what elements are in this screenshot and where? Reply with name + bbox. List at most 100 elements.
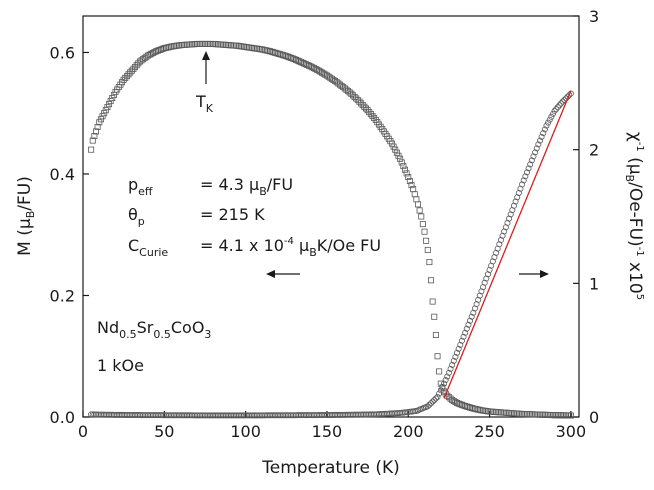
field-label: 1 kOe: [97, 356, 144, 375]
m-point: [497, 409, 504, 416]
m-point: [328, 75, 335, 82]
chi-point: [449, 361, 456, 368]
chi-point: [428, 400, 435, 407]
y-axis-right-title: χ-1 (μB/Oe-FU)-1 x105: [623, 132, 645, 300]
m-point: [525, 411, 532, 418]
m-point: [436, 368, 443, 375]
m-point: [120, 76, 127, 83]
series-magnetization: [88, 40, 574, 419]
m-point: [133, 62, 140, 69]
m-point: [193, 40, 200, 47]
theta-label: θp: [128, 205, 145, 228]
m-point: [93, 128, 100, 135]
m-point: [130, 65, 137, 72]
m-point: [491, 408, 498, 415]
x-tick-label: 300: [556, 422, 587, 441]
m-point: [411, 191, 418, 198]
chi-point: [528, 157, 535, 164]
chi-point: [468, 313, 475, 320]
right-axis-arrow: [519, 270, 549, 278]
chi-point: [442, 377, 449, 384]
m-point: [231, 42, 238, 49]
theta-value: = 215 K: [200, 205, 265, 224]
m-point: [496, 409, 503, 416]
m-point: [89, 137, 96, 144]
m-point: [493, 409, 500, 416]
m-point: [123, 73, 130, 80]
m-point: [501, 409, 508, 416]
chi-point: [525, 165, 532, 172]
m-point: [362, 105, 369, 112]
m-point: [102, 107, 109, 114]
axis-ticks: 0 50 100 150 200 250 300 0.0 0.2 0.4 0.6 0 1 2 3: [50, 7, 600, 441]
chi-point: [432, 395, 439, 402]
m-point: [214, 41, 221, 48]
chi-point: [551, 107, 558, 114]
m-point: [180, 41, 187, 48]
m-point: [520, 411, 527, 418]
m-point: [528, 411, 535, 418]
m-point: [517, 410, 524, 417]
m-point: [403, 170, 410, 177]
y-left-tick-label: 0.2: [50, 286, 75, 305]
m-point: [489, 408, 496, 415]
m-point: [442, 390, 449, 397]
left-axis-arrow: [266, 270, 300, 278]
m-point: [434, 353, 441, 360]
chi-point: [450, 357, 457, 364]
chi-point: [530, 153, 537, 160]
chi-point: [558, 100, 565, 107]
chi-point: [429, 398, 436, 405]
m-point: [128, 67, 135, 74]
m-point: [509, 410, 516, 417]
m-point: [366, 109, 373, 116]
m-point: [110, 91, 117, 98]
m-point: [353, 95, 360, 102]
chi-point: [457, 341, 464, 348]
m-point: [96, 119, 103, 126]
m-point: [504, 409, 511, 416]
m-point: [101, 110, 108, 117]
chi-point: [556, 102, 563, 109]
m-point: [395, 152, 402, 159]
chi-point: [522, 173, 529, 180]
m-point: [512, 410, 519, 417]
m-point: [397, 155, 404, 162]
tk-label: TK: [195, 92, 214, 115]
chi-point: [434, 393, 441, 400]
x-tick-label: 250: [474, 422, 505, 441]
chi-point: [454, 349, 461, 356]
m-point: [358, 100, 365, 107]
m-point: [535, 411, 542, 418]
chi-point: [532, 149, 539, 156]
m-point: [515, 410, 522, 417]
x-tick-label: 50: [154, 422, 174, 441]
m-point: [419, 221, 426, 228]
peff-label: peff: [128, 175, 153, 198]
m-point: [232, 42, 239, 49]
chi-point: [462, 329, 469, 336]
chi-point: [527, 161, 534, 168]
m-point: [428, 277, 435, 284]
m-point: [325, 73, 332, 80]
m-point: [122, 74, 129, 81]
m-point: [413, 196, 420, 203]
chi-point: [553, 106, 560, 113]
chi-point: [441, 380, 448, 387]
chi-point: [554, 104, 561, 111]
m-point: [226, 42, 233, 49]
chi-point: [566, 92, 573, 99]
chi-point: [543, 122, 550, 129]
m-point: [99, 113, 106, 120]
m-point: [190, 41, 197, 48]
m-point: [195, 40, 202, 47]
m-point: [367, 111, 374, 118]
y-right-tick-label: 1: [589, 274, 599, 293]
m-point: [416, 207, 423, 214]
chi-point: [465, 321, 472, 328]
m-point: [210, 40, 217, 47]
m-point: [206, 40, 213, 47]
m-point: [392, 146, 399, 153]
m-point: [179, 42, 186, 49]
m-point: [429, 298, 436, 305]
